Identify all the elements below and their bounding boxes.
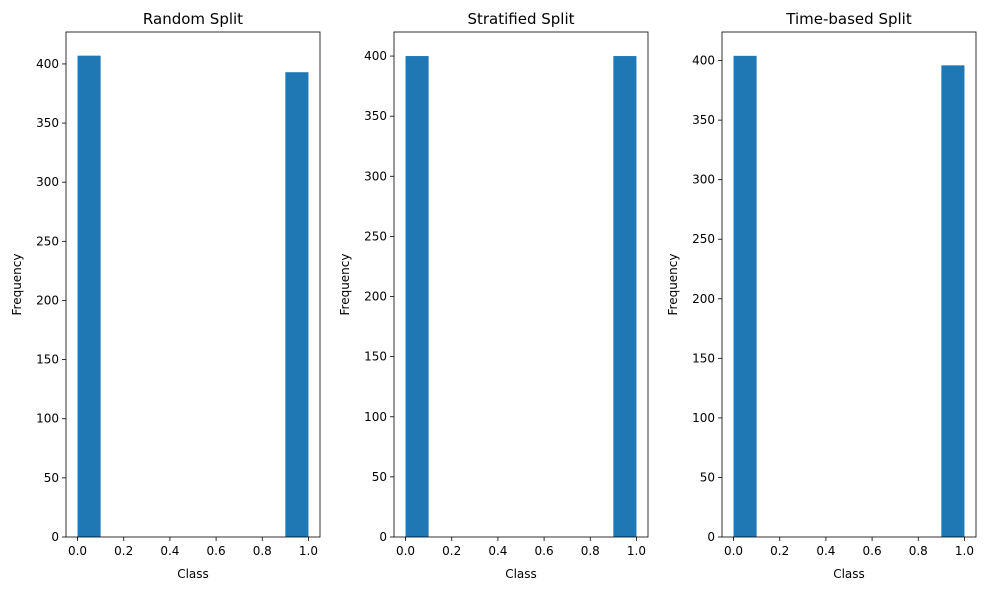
x-tick-label: 0.0: [724, 544, 743, 558]
x-axis-label: Class: [177, 567, 209, 581]
y-axis-label: Frequency: [10, 254, 24, 316]
x-tick-label: 0.2: [114, 544, 133, 558]
y-tick-label: 100: [364, 410, 387, 424]
y-tick-label: 350: [36, 116, 59, 130]
x-tick-label: 0.2: [442, 544, 461, 558]
axes-frame: [393, 31, 649, 538]
bar-2: [941, 65, 965, 537]
x-tick-label: 0.4: [160, 544, 179, 558]
y-tick-label: 150: [692, 351, 715, 365]
x-tick-label: 0.8: [581, 544, 600, 558]
bar-1: [733, 55, 757, 538]
y-tick-label: 400: [36, 57, 59, 71]
y-tick-label: 400: [692, 54, 715, 68]
y-tick-label: 300: [692, 173, 715, 187]
y-tick-label: 150: [36, 353, 59, 367]
bar-1: [77, 55, 101, 538]
axes-frame: [65, 31, 321, 538]
y-tick-label: 300: [36, 175, 59, 189]
x-tick-label: 0.6: [207, 544, 226, 558]
subplot-3: 0.0 0.2 0.4 0.6 0.8 1.0 0 50 100 150 200 250 300 350 4…: [666, 10, 977, 581]
x-tick-label: 1.0: [299, 544, 318, 558]
x-tick-label: 0.6: [863, 544, 882, 558]
x-tick-label: 0.0: [396, 544, 415, 558]
subplot-1: 0.0 0.2 0.4 0.6 0.8 1.0 0 50 100 150 200 250 300 350 4…: [10, 10, 321, 581]
x-tick-label: 0.2: [770, 544, 789, 558]
y-tick-label: 200: [692, 292, 715, 306]
y-tick-label: 150: [364, 350, 387, 364]
x-axis-label: Class: [505, 567, 537, 581]
y-tick-label: 0: [707, 530, 715, 544]
y-tick-label: 250: [36, 234, 59, 248]
y-tick-label: 0: [51, 530, 59, 544]
chart-title: Time-based Split: [785, 10, 912, 28]
y-tick-label: 250: [692, 232, 715, 246]
bar-2: [285, 72, 309, 538]
y-tick-label: 350: [364, 109, 387, 123]
y-axis-label: Frequency: [338, 254, 352, 316]
y-tick-label: 50: [44, 471, 59, 485]
x-tick-label: 0.8: [909, 544, 928, 558]
x-tick-label: 1.0: [955, 544, 974, 558]
chart-title: Stratified Split: [467, 10, 574, 28]
x-tick-label: 0.4: [816, 544, 835, 558]
x-tick-label: 0.0: [68, 544, 87, 558]
y-tick-label: 0: [379, 530, 387, 544]
x-tick-label: 0.4: [488, 544, 507, 558]
x-axis-label: Class: [833, 567, 865, 581]
x-tick-label: 1.0: [627, 544, 646, 558]
subplot-2: 0.0 0.2 0.4 0.6 0.8 1.0 0 50 100 150 200 250 300 350 4…: [338, 10, 649, 581]
x-tick-label: 0.8: [253, 544, 272, 558]
y-axis-label: Frequency: [666, 254, 680, 316]
chart-title: Random Split: [143, 10, 243, 28]
y-tick-label: 400: [364, 49, 387, 63]
y-tick-label: 350: [692, 113, 715, 127]
bar-1: [405, 56, 429, 538]
y-tick-label: 100: [692, 411, 715, 425]
y-tick-label: 250: [364, 229, 387, 243]
y-tick-label: 100: [36, 412, 59, 426]
y-tick-label: 200: [364, 290, 387, 304]
y-tick-label: 50: [372, 470, 387, 484]
y-tick-label: 300: [364, 169, 387, 183]
x-tick-label: 0.6: [535, 544, 554, 558]
axes-frame: [721, 31, 977, 538]
bar-2: [613, 56, 637, 538]
y-tick-label: 50: [700, 470, 715, 484]
y-tick-label: 200: [36, 293, 59, 307]
